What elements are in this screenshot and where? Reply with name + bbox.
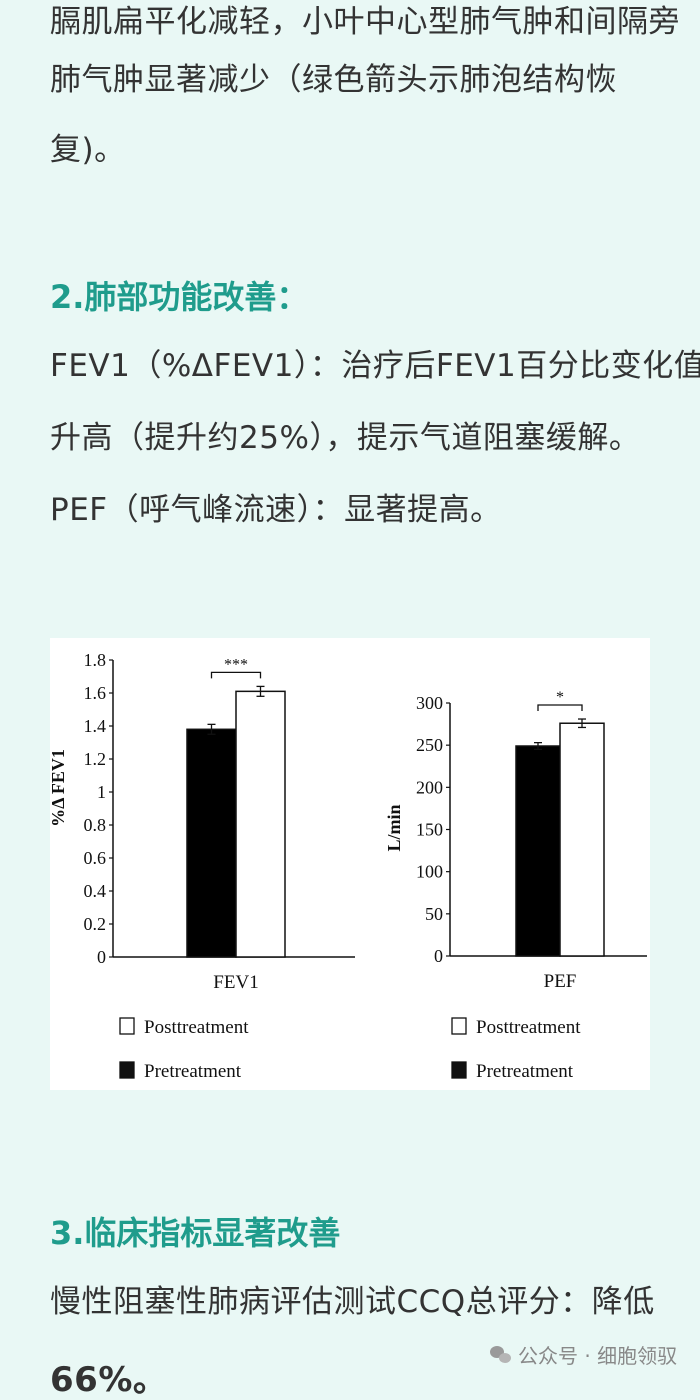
chart-figure: 0 0.2 0.4 0.6 0.8 1 1.2 1.4 1.6 1.8 %Δ FEV1 *** FEV1…: [48, 638, 650, 1090]
y-tick-label: 0: [97, 947, 106, 967]
y-tick-label: 100: [416, 862, 443, 882]
y-tick-label: 50: [425, 904, 443, 924]
y-tick-label: 0.2: [84, 914, 107, 934]
significance-bracket: [210, 671, 262, 679]
significance-label: ***: [224, 656, 248, 673]
paragraph-line: FEV1（%ΔFEV1）：治疗后FEV1百分比变化值: [50, 348, 700, 384]
watermark: 公众号 · 细胞领驭: [490, 1340, 677, 1369]
legend-label: Pretreatment: [476, 1061, 574, 1082]
legend-swatch: [119, 1061, 135, 1079]
paragraph-line: 慢性阻塞性肺病评估测试CCQ总评分：降低: [50, 1284, 655, 1320]
y-tick-label: 0.8: [84, 815, 107, 835]
legend-swatch: [451, 1017, 467, 1035]
paragraph-line: 升高（提升约25%），提示气道阻塞缓解。: [50, 420, 641, 456]
y-tick-label: 0.6: [84, 848, 107, 868]
significance-bracket: [537, 704, 583, 712]
watermark-text: 公众号 · 细胞领驭: [518, 1344, 678, 1368]
paragraph-line: 66%。: [50, 1360, 168, 1400]
y-tick-label: 1.6: [84, 683, 107, 703]
y-tick-label: 1.2: [84, 749, 107, 769]
section-heading-clinical: 3.临床指标显著改善: [50, 1214, 341, 1252]
bar-pretreatment: [515, 745, 561, 957]
y-tick-label: 1: [97, 782, 106, 802]
bar-pretreatment: [186, 728, 237, 958]
bar-posttreatment: [559, 722, 605, 957]
legend-label: Pretreatment: [144, 1061, 242, 1082]
paragraph-line: 膈肌扁平化减轻，小叶中心型肺气肿和间隔旁: [50, 4, 680, 40]
bar-posttreatment: [235, 690, 286, 958]
paragraph-line: 肺气肿显著减少（绿色箭头示肺泡结构恢: [50, 62, 617, 98]
y-tick-label: 250: [416, 735, 443, 755]
x-tick-label: FEV1: [213, 972, 258, 993]
paragraph-line: PEF（呼气峰流速）：显著提高。: [50, 492, 502, 528]
y-axis-label: L/min: [384, 804, 404, 851]
x-tick-label: PEF: [544, 971, 577, 992]
y-tick-label: 1.4: [84, 716, 107, 736]
paragraph-line: 复)。: [50, 132, 126, 168]
chart-svg: 0 0.2 0.4 0.6 0.8 1 1.2 1.4 1.6 1.8 %Δ FEV1 *** FEV1…: [48, 650, 647, 1082]
y-tick-label: 0: [434, 946, 443, 966]
legend-label: Posttreatment: [476, 1017, 581, 1038]
wechat-icon: [490, 1345, 512, 1364]
y-tick-label: 0.4: [84, 881, 107, 901]
legend-label: Posttreatment: [144, 1017, 249, 1038]
section-heading-lung-function: 2.肺部功能改善：: [50, 278, 309, 316]
y-tick-label: 150: [416, 820, 443, 840]
legend-swatch: [451, 1061, 467, 1079]
y-tick-label: 1.8: [84, 650, 107, 670]
legend-swatch: [119, 1017, 135, 1035]
y-axis-label: %Δ FEV1: [50, 749, 68, 827]
y-tick-label: 300: [416, 693, 443, 713]
significance-label: *: [556, 689, 564, 706]
y-tick-label: 200: [416, 777, 443, 797]
